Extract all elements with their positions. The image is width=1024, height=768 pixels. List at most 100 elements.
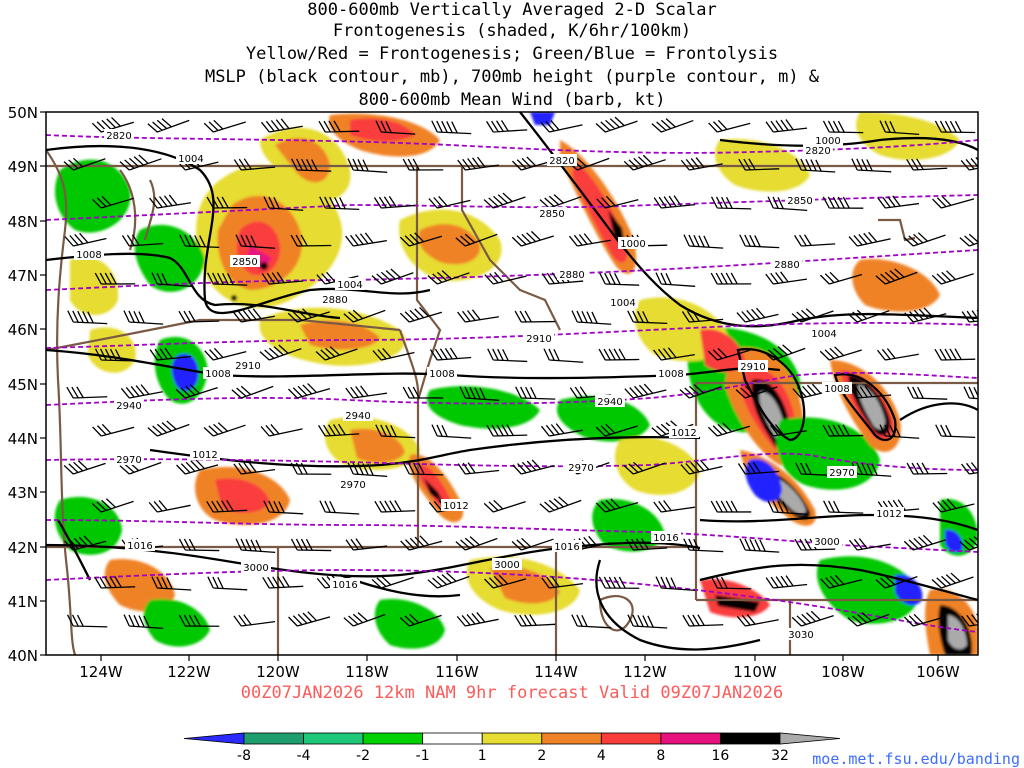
mslp-label: 1000 xyxy=(815,136,840,147)
lat-label: 43N xyxy=(8,484,38,502)
frontogenesis-area xyxy=(70,257,119,315)
wind-barb xyxy=(91,116,135,133)
wind-barb xyxy=(595,116,638,133)
colorbar-tick-label: 8 xyxy=(656,748,665,764)
wind-barb xyxy=(487,348,528,363)
colorbar-segment xyxy=(422,732,483,745)
frontolysis-strong xyxy=(171,353,199,391)
colorbar-segment xyxy=(303,732,364,745)
height-contour xyxy=(46,569,978,633)
wind-barb xyxy=(679,384,722,399)
frontogenesis-max xyxy=(231,295,237,301)
frontogenesis-area xyxy=(350,118,415,142)
wind-barb xyxy=(539,194,582,209)
wind-barb xyxy=(795,462,836,477)
wind-barb xyxy=(737,462,780,475)
wind-barb xyxy=(877,195,920,209)
mslp-label: 1016 xyxy=(653,533,678,544)
mslp-label: 1016 xyxy=(127,541,152,552)
wind-barb xyxy=(484,271,527,285)
lon-label: 116W xyxy=(435,663,479,681)
wind-barb xyxy=(262,575,304,589)
wind-barb xyxy=(682,614,724,627)
height-label: 3000 xyxy=(243,563,268,574)
height-label: 2820 xyxy=(549,156,574,167)
wind-barb xyxy=(708,119,751,133)
lat-label: 46N xyxy=(8,321,38,339)
wind-barb xyxy=(571,614,612,629)
wind-barb xyxy=(819,346,862,361)
wind-barb xyxy=(903,534,946,551)
height-label: 2880 xyxy=(774,260,799,271)
longitude-axis: 124W 122W 120W 118W 116W 114W 112W 110W … xyxy=(79,655,960,681)
lon-label: 108W xyxy=(821,663,865,681)
wind-barb xyxy=(541,271,584,285)
height-contour xyxy=(46,322,978,349)
wind-barb xyxy=(595,423,638,437)
wind-barb xyxy=(399,306,443,323)
frontogenesis-peak xyxy=(948,615,967,650)
wind-barb xyxy=(233,461,276,475)
wind-barb xyxy=(232,308,275,323)
wind-barb xyxy=(372,347,415,361)
wind-barb xyxy=(906,158,948,171)
colorbar-tick-label: -4 xyxy=(297,748,311,764)
wind-barb xyxy=(875,268,918,285)
lon-label: 118W xyxy=(345,663,389,681)
height-contour xyxy=(46,519,978,553)
wind-barb xyxy=(904,307,947,323)
wind-barb xyxy=(175,384,218,399)
lon-label: 122W xyxy=(167,663,211,681)
wind-barb xyxy=(429,347,472,361)
wind-barb xyxy=(455,233,498,247)
wind-barb xyxy=(680,157,723,171)
lon-label: 110W xyxy=(733,663,777,681)
wind-barb xyxy=(794,234,836,247)
wind-barb xyxy=(879,424,920,439)
wind-barb xyxy=(627,614,668,629)
wind-barb xyxy=(935,424,976,439)
wind-barb xyxy=(683,234,724,249)
height-contour xyxy=(46,134,978,154)
wind-barb xyxy=(345,538,388,551)
height-label: 2850 xyxy=(539,209,564,220)
wind-barb xyxy=(260,118,303,133)
mslp-label: 1000 xyxy=(620,239,645,250)
wind-barb xyxy=(347,158,388,173)
wind-barb xyxy=(176,459,219,475)
mslp-label: 1004 xyxy=(178,154,203,165)
wind-barb xyxy=(176,156,219,171)
height-label: 3000 xyxy=(814,537,839,548)
mslp-contour xyxy=(46,541,701,578)
lake-outline xyxy=(878,218,916,242)
lat-label: 50N xyxy=(8,104,38,122)
colorbar-arrow-left xyxy=(183,732,245,745)
wind-barb xyxy=(94,272,136,285)
wind-barb xyxy=(206,499,248,513)
wind-barb xyxy=(484,574,527,589)
wind-barb xyxy=(151,576,192,591)
wind-barb xyxy=(147,118,190,133)
colorbar-segment xyxy=(660,732,721,745)
wind-barb xyxy=(511,230,554,247)
frontogenesis-max xyxy=(260,262,268,270)
wind-barb xyxy=(820,574,863,589)
wind-barb xyxy=(261,271,304,285)
wind-barb xyxy=(373,195,416,209)
wind-barb xyxy=(794,538,836,551)
wind-barb xyxy=(651,118,694,133)
mslp-contour xyxy=(719,136,978,152)
wind-barb xyxy=(515,386,556,400)
lat-label: 40N xyxy=(8,647,38,665)
wind-barb xyxy=(431,120,472,135)
lon-label: 112W xyxy=(623,663,667,681)
mslp-contour xyxy=(699,563,978,602)
wind-barb xyxy=(91,498,134,513)
wind-barb xyxy=(427,270,470,285)
mslp-contours xyxy=(46,112,978,651)
colorbar-tick-label: 1 xyxy=(478,748,487,764)
wind-barb xyxy=(147,420,190,437)
frontogenesis-area xyxy=(572,160,628,263)
wind-barb xyxy=(64,535,107,551)
